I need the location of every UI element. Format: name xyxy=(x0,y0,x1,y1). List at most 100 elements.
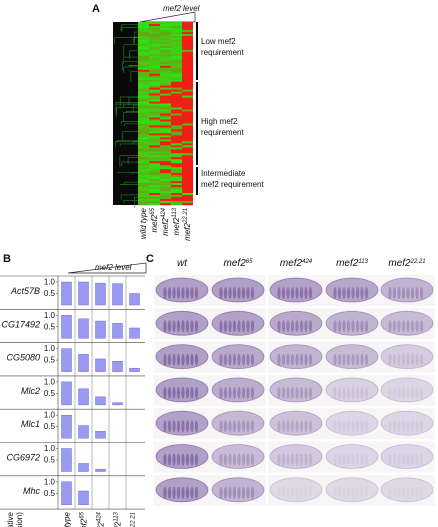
muscle-segment xyxy=(167,486,172,499)
heatmap-cell xyxy=(182,163,193,166)
heatmap-cell xyxy=(149,125,160,128)
heatmap-cell xyxy=(182,27,193,31)
muscle-segment xyxy=(299,453,304,466)
heatmap-cell xyxy=(160,95,171,98)
heatmap-cell xyxy=(182,39,193,43)
heatmap-cell xyxy=(182,141,193,144)
muscle-segment xyxy=(397,487,400,499)
muscle-segment xyxy=(185,420,190,433)
muscle-segment xyxy=(419,353,424,366)
heatmap-cell xyxy=(160,45,171,49)
column-label-sup: 424 xyxy=(161,207,167,218)
muscle-segment xyxy=(181,420,185,433)
heatmap-cell xyxy=(182,155,193,158)
column-label: mef222.21 xyxy=(183,208,192,241)
heatmap-cell xyxy=(182,175,193,178)
muscle-segment xyxy=(397,353,401,366)
heatmap-cell xyxy=(171,119,182,122)
column-header: wt xyxy=(177,258,188,269)
muscle-segment xyxy=(228,486,232,499)
muscle-segment xyxy=(410,353,415,366)
muscle-segment xyxy=(415,386,419,399)
heatmap-cell xyxy=(149,129,160,132)
heatmap-cell xyxy=(149,29,160,33)
bar xyxy=(78,425,89,439)
heatmap-cell xyxy=(182,77,193,80)
muscle-segment xyxy=(241,287,246,299)
embryo xyxy=(325,477,379,503)
muscle-segment xyxy=(388,320,392,333)
heatmap-cell xyxy=(171,45,182,49)
heatmap-cell xyxy=(138,67,149,71)
heatmap-cell xyxy=(182,71,193,75)
muscle-segment xyxy=(163,386,167,399)
muscle-segment xyxy=(167,320,172,333)
muscle-segment xyxy=(185,287,190,299)
muscle-segment xyxy=(246,320,250,333)
muscle-segment xyxy=(194,486,199,499)
heatmap-cell xyxy=(171,199,182,202)
muscle-segment xyxy=(415,320,419,333)
muscle-segment xyxy=(167,287,172,299)
heatmap-cell xyxy=(182,49,193,53)
bar xyxy=(78,463,89,472)
muscle-segment xyxy=(401,453,406,466)
muscle-segment xyxy=(401,353,406,366)
heatmap-cell xyxy=(149,35,160,39)
heatmap-cell xyxy=(138,161,149,164)
heatmap-cell xyxy=(138,85,149,88)
muscle-segment xyxy=(228,453,232,466)
heatmap-cell xyxy=(138,179,149,182)
muscle-segment xyxy=(388,453,392,466)
embryo xyxy=(155,377,209,403)
heatmap-cell xyxy=(138,201,149,204)
heatmap-cell xyxy=(171,77,182,80)
heatmap-cell xyxy=(149,171,160,174)
muscle-segment xyxy=(309,487,312,499)
x-tick-label-sup: 65 xyxy=(80,511,86,518)
muscle-segment xyxy=(388,487,391,499)
heatmap-cell xyxy=(182,53,193,57)
column-header-base: mef2 xyxy=(336,258,359,269)
heatmap-cell xyxy=(171,39,182,43)
x-tick-label-base: mef2 xyxy=(114,521,123,527)
heatmap-cell xyxy=(160,91,171,94)
embryo xyxy=(269,277,323,303)
column-label: mef265 xyxy=(150,207,159,232)
heatmap-cell xyxy=(160,99,171,102)
bar xyxy=(78,490,89,506)
muscle-segment xyxy=(406,453,410,466)
column-header-sup: 113 xyxy=(358,259,368,265)
muscle-segment xyxy=(194,420,199,433)
heatmap-cell xyxy=(160,41,171,45)
muscle-segment xyxy=(281,287,286,299)
heatmap-cell xyxy=(160,87,171,90)
heatmap-cell xyxy=(182,165,193,168)
heatmap-cell xyxy=(160,105,171,108)
heatmap-cell xyxy=(171,191,182,194)
heatmap-cell xyxy=(182,61,193,65)
heatmap-cell xyxy=(160,25,171,29)
heatmap-cell xyxy=(138,77,149,80)
heatmap-cell xyxy=(149,87,160,90)
embryo-frame xyxy=(379,275,435,306)
heatmap-cell xyxy=(182,65,193,69)
heatmap-cell xyxy=(171,137,182,140)
heatmap-cell xyxy=(138,139,149,142)
heatmap-cell xyxy=(160,201,171,204)
heatmap xyxy=(113,22,193,208)
heatmap-cell xyxy=(160,55,171,59)
heatmap-cell xyxy=(160,61,171,65)
y-tick-label: 0.5 xyxy=(44,289,56,298)
muscle-segment xyxy=(286,287,290,299)
heatmap-cell xyxy=(149,117,160,120)
muscle-segment xyxy=(397,420,401,433)
muscle-segment xyxy=(181,453,185,466)
muscle-segment xyxy=(194,453,199,466)
heatmap-cell xyxy=(138,151,149,154)
muscle-segment xyxy=(415,420,419,433)
muscle-segment xyxy=(419,386,424,399)
heatmap-cell xyxy=(138,183,149,186)
heatmap-cell xyxy=(160,169,171,172)
heatmap-cell xyxy=(160,171,171,174)
